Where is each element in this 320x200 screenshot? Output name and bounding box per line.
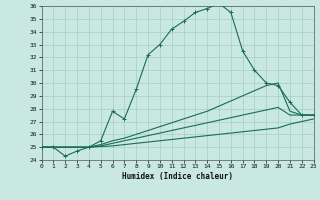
X-axis label: Humidex (Indice chaleur): Humidex (Indice chaleur) bbox=[122, 172, 233, 181]
